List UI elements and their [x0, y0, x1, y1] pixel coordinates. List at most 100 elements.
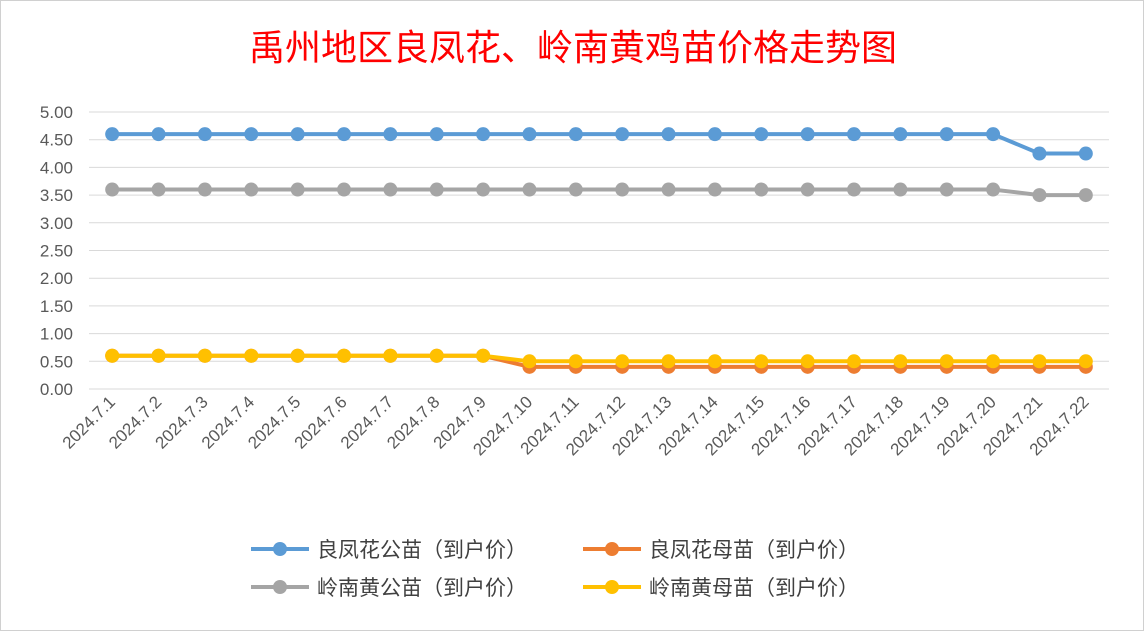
data-point [661, 182, 676, 197]
data-point [800, 354, 815, 369]
data-point [151, 127, 166, 142]
data-point [476, 348, 491, 363]
y-axis-ticks: 0.00 0.50 1.00 1.50 2.00 2.50 3.00 3.50 4.00 4.50… [40, 103, 73, 399]
series-4 [105, 348, 1093, 369]
data-point [476, 182, 491, 197]
chart-title: 禹州地区良凤花、岭南黄鸡苗价格走势图 [249, 28, 897, 69]
y-tick-label: 0.00 [40, 380, 73, 399]
legend-marker [605, 542, 619, 556]
data-point [800, 127, 815, 142]
series-lines [105, 127, 1093, 374]
data-point [522, 354, 537, 369]
legend-label: 岭南黄公苗（到户价） [317, 576, 527, 600]
y-tick-label: 2.50 [40, 242, 73, 261]
data-point [337, 348, 351, 363]
data-point [986, 127, 1001, 142]
data-point [847, 182, 861, 197]
data-point [151, 182, 166, 197]
data-point [383, 127, 398, 142]
data-point [197, 127, 212, 142]
series-3 [105, 182, 1093, 203]
data-point [105, 348, 120, 363]
data-point [986, 182, 1001, 197]
data-point [244, 127, 259, 142]
data-point [939, 182, 954, 197]
legend-marker [605, 580, 619, 594]
data-point [522, 127, 537, 142]
data-point [1078, 188, 1093, 203]
data-point [754, 354, 769, 369]
y-tick-label: 3.00 [40, 214, 73, 233]
data-point [151, 348, 166, 363]
legend-marker [273, 580, 287, 594]
data-point [337, 127, 351, 142]
x-axis-ticks: 2024.7.12024.7.22024.7.32024.7.42024.7.5… [59, 392, 1093, 459]
series-line [112, 353, 1086, 364]
data-point [661, 354, 676, 369]
y-tick-label: 2.00 [40, 269, 73, 288]
data-point [893, 127, 908, 142]
legend-label: 良凤花母苗（到户价） [649, 538, 859, 562]
data-point [707, 182, 722, 197]
data-point [893, 182, 908, 197]
data-point [197, 348, 212, 363]
legend-item: 良凤花母苗（到户价） [583, 538, 859, 562]
data-point [290, 348, 305, 363]
data-point [522, 182, 537, 197]
data-point [244, 182, 259, 197]
y-tick-label: 5.00 [40, 103, 73, 122]
data-point [429, 348, 444, 363]
data-point [429, 127, 444, 142]
data-point [568, 354, 583, 369]
data-point [939, 354, 954, 369]
data-point [568, 127, 583, 142]
data-point [893, 354, 908, 369]
series-1 [105, 127, 1093, 161]
data-point [661, 127, 676, 142]
legend: 良凤花公苗（到户价） 良凤花母苗（到户价） 岭南黄公苗（到户价） 岭南黄母苗（到户价） [251, 538, 859, 600]
y-tick-label: 1.50 [40, 297, 73, 316]
data-point [568, 182, 583, 197]
data-point [939, 127, 954, 142]
data-point [383, 348, 398, 363]
data-point [1032, 188, 1047, 203]
data-point [1032, 146, 1047, 161]
legend-item: 岭南黄母苗（到户价） [583, 576, 859, 600]
y-tick-label: 4.50 [40, 131, 73, 150]
legend-marker [273, 542, 287, 556]
data-point [105, 182, 120, 197]
data-point [476, 127, 491, 142]
y-tick-label: 4.00 [40, 158, 73, 177]
series-line [112, 187, 1086, 198]
series-line [112, 132, 1086, 156]
data-point [754, 127, 769, 142]
y-tick-label: 3.50 [40, 186, 73, 205]
data-point [847, 354, 861, 369]
data-point [337, 182, 351, 197]
data-point [105, 127, 120, 142]
data-point [615, 182, 630, 197]
data-point [707, 354, 722, 369]
legend-item: 良凤花公苗（到户价） [251, 538, 527, 562]
data-point [383, 182, 398, 197]
data-point [615, 127, 630, 142]
data-point [800, 182, 815, 197]
data-point [244, 348, 259, 363]
data-point [1078, 354, 1093, 369]
y-tick-label: 1.00 [40, 325, 73, 344]
data-point [290, 127, 305, 142]
data-point [847, 127, 861, 142]
legend-item: 岭南黄公苗（到户价） [251, 576, 527, 600]
y-tick-label: 0.50 [40, 352, 73, 371]
data-point [1078, 146, 1093, 161]
gridlines [89, 111, 1109, 390]
data-point [615, 354, 630, 369]
data-point [429, 182, 444, 197]
data-point [754, 182, 769, 197]
data-point [290, 182, 305, 197]
data-point [1032, 354, 1047, 369]
data-point [197, 182, 212, 197]
data-point [986, 354, 1001, 369]
